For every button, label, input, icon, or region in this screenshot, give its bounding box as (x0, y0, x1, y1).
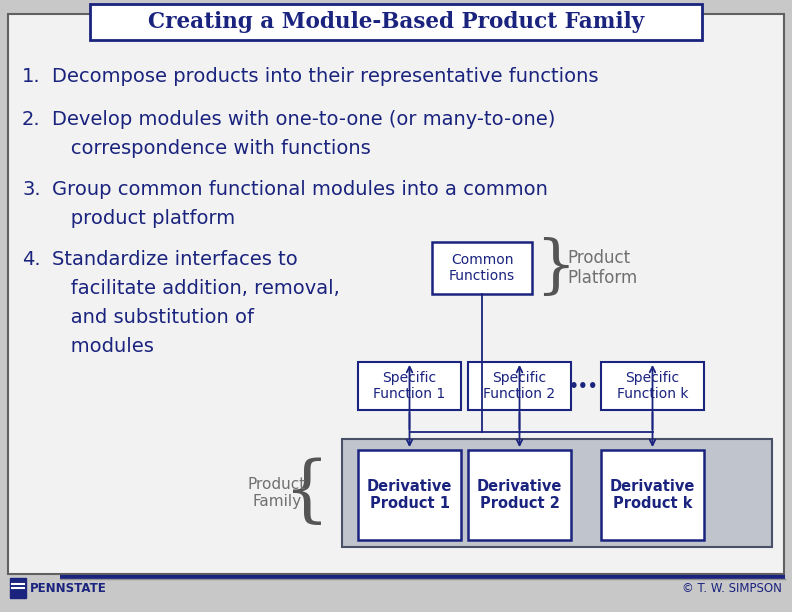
Text: Develop modules with one-to-one (or many-to-one): Develop modules with one-to-one (or many… (52, 110, 555, 129)
FancyBboxPatch shape (90, 4, 702, 40)
Text: 4.: 4. (22, 250, 40, 269)
FancyBboxPatch shape (601, 450, 704, 540)
FancyBboxPatch shape (468, 362, 571, 410)
Text: and substitution of: and substitution of (52, 308, 254, 327)
Text: product platform: product platform (52, 209, 235, 228)
Text: Derivative
Product 2: Derivative Product 2 (477, 479, 562, 511)
Text: Product
Family: Product Family (248, 477, 307, 509)
Text: facilitate addition, removal,: facilitate addition, removal, (52, 279, 340, 298)
Text: Specific
Function 2: Specific Function 2 (483, 371, 555, 401)
Text: Common
Functions: Common Functions (449, 253, 515, 283)
FancyBboxPatch shape (10, 578, 26, 598)
Text: Product
Platform: Product Platform (567, 248, 638, 288)
Text: 3.: 3. (22, 180, 40, 199)
Text: Specific
Function 1: Specific Function 1 (373, 371, 446, 401)
FancyBboxPatch shape (358, 450, 461, 540)
Text: }: } (535, 237, 576, 299)
Text: correspondence with functions: correspondence with functions (52, 139, 371, 158)
Text: Specific
Function k: Specific Function k (617, 371, 688, 401)
Text: •••: ••• (569, 378, 599, 394)
Text: PENNSTATE: PENNSTATE (30, 581, 107, 594)
Text: Derivative
Product 1: Derivative Product 1 (367, 479, 452, 511)
Text: Creating a Module-Based Product Family: Creating a Module-Based Product Family (148, 11, 644, 33)
FancyBboxPatch shape (358, 362, 461, 410)
Text: 2.: 2. (22, 110, 40, 129)
Text: Group common functional modules into a common: Group common functional modules into a c… (52, 180, 548, 199)
FancyBboxPatch shape (601, 362, 704, 410)
Text: modules: modules (52, 337, 154, 356)
Text: 1.: 1. (22, 67, 40, 86)
FancyBboxPatch shape (8, 14, 784, 574)
Text: © T. W. SIMPSON: © T. W. SIMPSON (682, 581, 782, 594)
FancyBboxPatch shape (432, 242, 532, 294)
Text: {: { (284, 458, 330, 528)
FancyBboxPatch shape (342, 439, 772, 547)
Text: Derivative
Product k: Derivative Product k (610, 479, 695, 511)
FancyBboxPatch shape (468, 450, 571, 540)
Text: Decompose products into their representative functions: Decompose products into their representa… (52, 67, 599, 86)
Text: Standardize interfaces to: Standardize interfaces to (52, 250, 298, 269)
